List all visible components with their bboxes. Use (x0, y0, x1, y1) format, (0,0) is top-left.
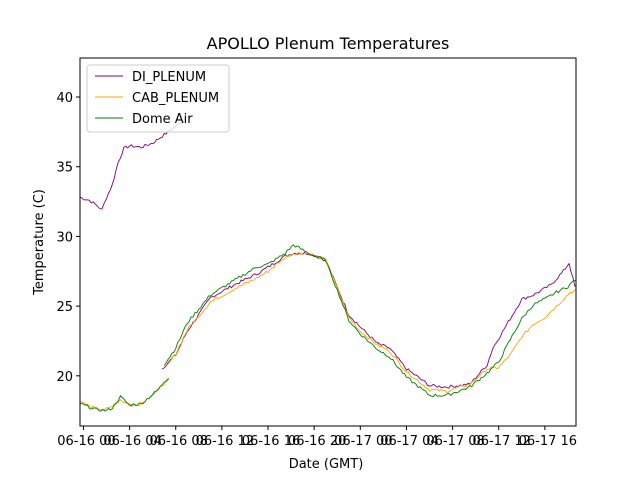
series-line-dome-air (163, 244, 576, 398)
series-line-di-plenum (80, 119, 186, 210)
plot-area-frame (79, 57, 577, 427)
series-line-di-plenum (161, 251, 576, 389)
x-tick-label: 06-16 16 (242, 434, 300, 449)
x-tick-label: 06-16 08 (150, 434, 208, 449)
legend-label: DI_PLENUM (132, 70, 206, 85)
y-tick-label: 20 (56, 370, 73, 385)
x-tick-label: 06-16 00 (57, 434, 115, 449)
x-tick-label: 06-17 04 (380, 434, 438, 449)
x-tick-label: 06-16 12 (196, 434, 254, 449)
x-tick-label: 06-17 12 (472, 434, 530, 449)
x-axis-label: Date (GMT) (289, 457, 364, 472)
legend-label: CAB_PLENUM (132, 91, 219, 106)
series-lines (80, 119, 576, 412)
x-tick-label: 06-16 04 (103, 434, 161, 449)
chart-title: APOLLO Plenum Temperatures (207, 34, 450, 53)
x-tick-label: 06-17 08 (426, 434, 484, 449)
series-line-cab-plenum (166, 252, 576, 394)
series-line-dome-air (80, 378, 170, 412)
y-tick-label: 30 (56, 230, 73, 245)
y-tick-label: 25 (56, 300, 73, 315)
legend-label: Dome Air (132, 112, 193, 127)
y-axis-label: Temperature (C) (32, 189, 47, 296)
legend: DI_PLENUM CAB_PLENUM Dome Air (86, 64, 230, 133)
y-tick-label: 40 (56, 91, 73, 106)
series-line-cab-plenum (80, 378, 169, 411)
y-axis: 20 25 30 35 40 (56, 91, 80, 385)
y-tick-label: 35 (56, 161, 73, 176)
x-tick-label: 06-16 20 (288, 434, 346, 449)
legend-box (86, 64, 230, 133)
x-tick-label: 06-17 16 (519, 434, 577, 449)
x-tick-label: 06-17 00 (334, 434, 392, 449)
